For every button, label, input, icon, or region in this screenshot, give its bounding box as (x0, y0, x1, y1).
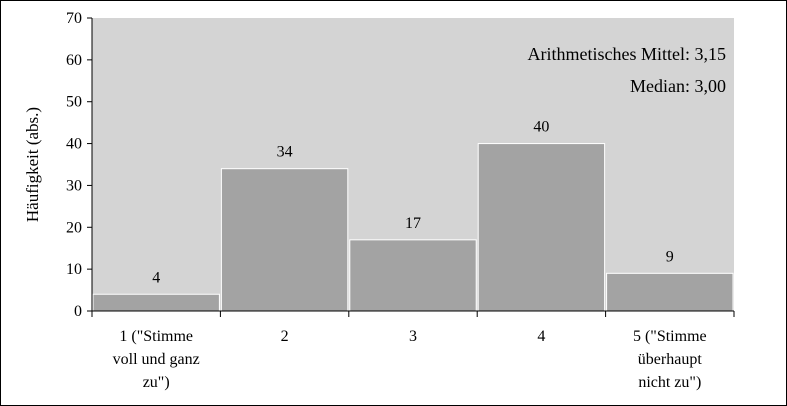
x-tick-label-2: 2 (281, 328, 289, 345)
bars-group (92, 143, 734, 312)
bar-value-label-5: 9 (666, 248, 674, 265)
bar-4 (477, 143, 606, 312)
bar-1 (92, 293, 220, 312)
bar-value-label-1: 4 (152, 269, 160, 286)
x-tick-label-3: 3 (409, 328, 417, 345)
x-axis-ticks: 1 ("Stimme voll und ganz zu") 2 3 4 5 ("Stimme… (91, 311, 735, 391)
median-annotation: Median: 3,00 (630, 76, 726, 96)
x-tick-label-5: 5 ("Stimme überhaupt nicht zu") (633, 328, 707, 391)
y-tick-label: 10 (66, 261, 82, 278)
x-tick-label-1: 1 ("Stimme voll und ganz zu") (113, 328, 200, 391)
y-tick-label: 50 (66, 94, 82, 111)
y-tick-label: 30 (66, 177, 82, 194)
bar-value-label-4: 40 (533, 119, 549, 136)
y-tick-label: 20 (66, 219, 82, 236)
bar-value-label-3: 17 (405, 215, 421, 232)
mean-annotation: Arithmetisches Mittel: 3,15 (528, 44, 726, 64)
bar-value-label-2: 34 (277, 144, 293, 161)
bar-3 (349, 239, 477, 312)
bar-5 (606, 272, 734, 312)
y-axis-label: Häufigkeit (abs.) (23, 107, 42, 222)
y-tick-label: 70 (66, 10, 82, 27)
y-tick-label: 60 (66, 52, 82, 69)
bar-2 (220, 168, 349, 312)
y-tick-label: 40 (66, 136, 82, 153)
y-axis-ticks: 0 10 20 30 40 50 60 70 (66, 10, 92, 320)
x-tick-label-4: 4 (537, 328, 545, 345)
value-labels-group: 4 34 17 40 9 (152, 119, 674, 287)
y-tick-label: 0 (74, 303, 82, 320)
